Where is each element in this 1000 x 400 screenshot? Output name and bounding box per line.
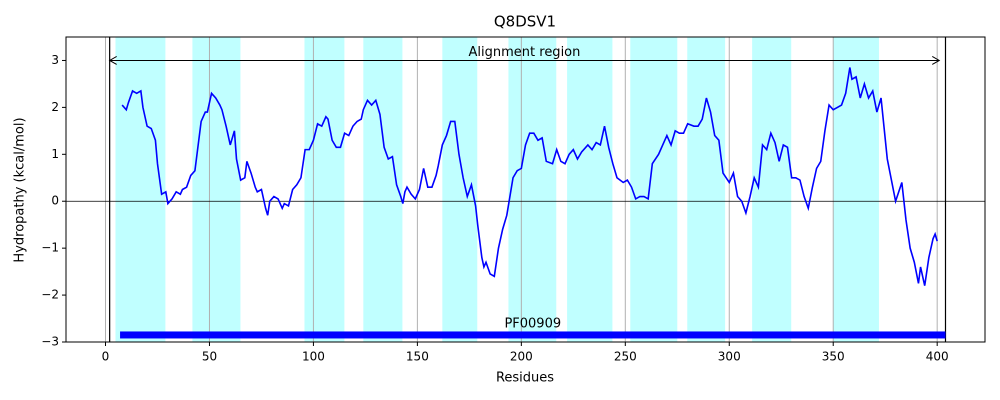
chart-title: Q8DSV1 — [494, 13, 556, 31]
hydropathy-line — [121, 67, 938, 286]
region-band — [687, 37, 726, 342]
x-axis-label: Residues — [496, 371, 554, 386]
x-tick-label: 400 — [926, 350, 949, 364]
domain-bar — [120, 331, 946, 339]
x-tick-label: 350 — [822, 350, 845, 364]
domain-label: PF00909 — [504, 316, 561, 331]
x-tick-label: 50 — [202, 350, 217, 364]
y-tick-label: −3 — [41, 335, 59, 349]
region-band — [508, 37, 557, 342]
y-tick-label: −1 — [41, 241, 59, 255]
y-tick-label: −2 — [41, 288, 59, 302]
region-band — [567, 37, 613, 342]
y-tick-label: 3 — [51, 53, 59, 67]
x-tick-label: 100 — [302, 350, 325, 364]
region-band — [833, 37, 879, 342]
y-axis-label: Hydropathy (kcal/mol) — [13, 117, 28, 262]
arrow-head — [108, 56, 941, 65]
plot-frame — [65, 36, 986, 343]
region-band — [363, 37, 403, 342]
y-tick-label: 0 — [51, 194, 59, 208]
x-tick-label: 0 — [102, 350, 110, 364]
x-tick-label: 300 — [718, 350, 741, 364]
annotation-label: Alignment region — [469, 45, 581, 60]
x-tick-label: 150 — [406, 350, 429, 364]
y-tick-label: 2 — [51, 100, 59, 114]
region-band — [115, 37, 166, 342]
x-tick-label: 250 — [614, 350, 637, 364]
region-band — [630, 37, 678, 342]
x-tick-label: 200 — [510, 350, 533, 364]
region-band — [442, 37, 478, 342]
region-band — [304, 37, 345, 342]
region-band — [752, 37, 792, 342]
y-tick-label: 1 — [51, 147, 59, 161]
region-band — [192, 37, 241, 342]
